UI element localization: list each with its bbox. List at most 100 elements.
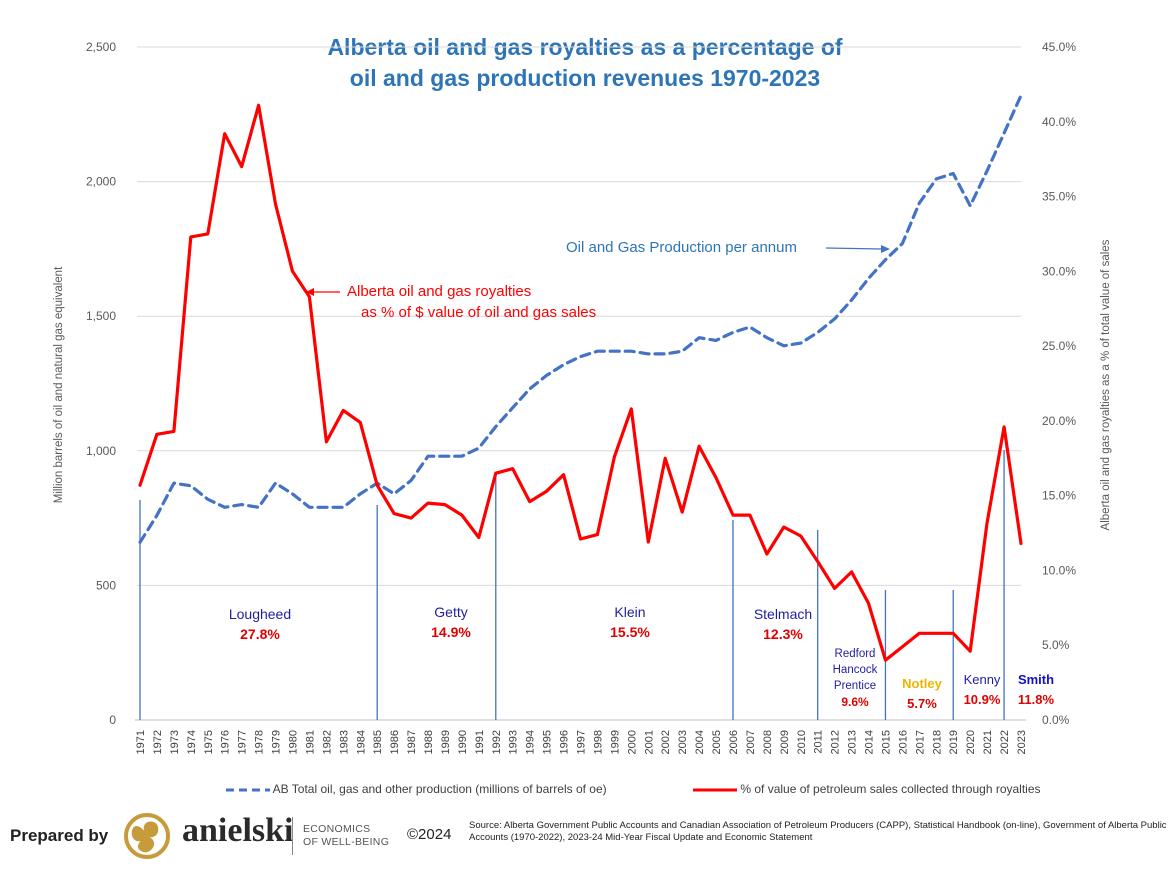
y-left-tick-label: 500 [96, 578, 116, 592]
x-tick-label: 1981 [304, 730, 316, 754]
y-left-tick-label: 2,000 [86, 175, 116, 189]
royalty-series-line [138, 103, 1023, 662]
x-tick-label: 1984 [355, 730, 367, 754]
legend-production: AB Total oil, gas and other production (… [226, 782, 607, 796]
x-tick-label: 1992 [491, 730, 503, 754]
x-tick-label: 1978 [254, 730, 266, 754]
x-tick-label: 2014 [864, 730, 876, 754]
prepared-by: Prepared by [10, 826, 109, 845]
production-annotation-label: Oil and Gas Production per annum [566, 239, 797, 256]
y-right-axis-label: Alberta oil and gas royalties as a % of … [1100, 239, 1112, 530]
x-tick-label: 1993 [508, 730, 520, 754]
y-left-axis-label: Million barrels of oil and natural gas e… [53, 266, 65, 503]
era-royalty-value: 9.6% [841, 695, 869, 709]
x-tick-label: 2022 [999, 730, 1011, 754]
brand-tagline: ECONOMICS OF WELL-BEING [303, 823, 389, 849]
x-tick-label: 1977 [237, 730, 249, 754]
x-tick-label: 1974 [186, 730, 198, 754]
legend-royalties: % of value of petroleum sales collected … [693, 782, 1041, 796]
x-tick-label: 2009 [779, 730, 791, 754]
production-annotation-arrow-line [825, 247, 883, 250]
source-note: Source: Alberta Government Public Accoun… [469, 820, 1167, 844]
x-tick-label: 1976 [220, 730, 232, 754]
x-tick-label: 2004 [694, 730, 706, 754]
x-tick-label: 1994 [525, 730, 537, 754]
x-tick-label: 1995 [542, 730, 554, 754]
x-tick-label: 1989 [440, 730, 452, 754]
x-tick-label: 2002 [660, 730, 672, 754]
x-tick-label: 1973 [169, 730, 181, 754]
x-tick-label: 1986 [389, 730, 401, 754]
x-tick-label: 2016 [897, 730, 909, 754]
x-tick-label: 2003 [677, 730, 689, 754]
x-tick-label: 1972 [152, 730, 164, 754]
x-tick-label: 2005 [711, 730, 723, 754]
era-royalty-value: 15.5% [610, 624, 650, 640]
x-tick-label: 1997 [576, 730, 588, 754]
era-name-label: Smith [1018, 672, 1054, 687]
era-name-label-line3: Prentice [834, 680, 876, 692]
era-royalty-value: 14.9% [431, 624, 471, 640]
x-tick-label: 2010 [796, 730, 808, 754]
y-right-tick-label: 15.0% [1042, 489, 1076, 503]
y-left-tick-label: 0 [109, 713, 116, 727]
x-tick-label: 2013 [847, 730, 859, 754]
x-tick-label: 1991 [474, 730, 486, 754]
y-left-tick-label: 1,000 [86, 444, 116, 458]
era-royalty-value: 12.3% [763, 626, 803, 642]
x-tick-label: 2017 [914, 730, 926, 754]
x-tick-label: 1975 [203, 730, 215, 754]
royalty-annotation-line2: as % of $ value of oil and gas sales [361, 304, 596, 321]
era-name-label: Stelmach [754, 606, 812, 622]
x-tick-label: 1998 [592, 730, 604, 754]
x-tick-label: 2011 [813, 730, 825, 754]
x-tick-label: 1988 [423, 730, 435, 754]
y-right-tick-label: 5.0% [1042, 638, 1070, 652]
x-tick-label: 1999 [609, 730, 621, 754]
x-tick-label: 2021 [982, 730, 994, 754]
chart-title-line2: oil and gas production revenues 1970-202… [349, 64, 821, 91]
x-tick-label: 1980 [287, 730, 299, 754]
production-annotation-arrowhead [881, 245, 890, 253]
y-right-tick-label: 40.0% [1042, 115, 1076, 129]
era-name-label: Klein [614, 604, 645, 620]
y-right-tick-label: 30.0% [1042, 264, 1076, 278]
era-name-label: Redford [835, 648, 876, 660]
legend-production-label: AB Total oil, gas and other production (… [272, 782, 607, 796]
y-left-tick-label: 1,500 [86, 309, 116, 323]
x-tick-label: 1987 [406, 730, 418, 754]
x-tick-label: 2023 [1016, 730, 1028, 754]
era-name-label: Getty [434, 604, 467, 620]
y-right-tick-label: 20.0% [1042, 414, 1076, 428]
x-tick-label: 2012 [830, 730, 842, 754]
legend-royalties-label: % of value of petroleum sales collected … [740, 782, 1041, 796]
era-royalty-value: 10.9% [964, 692, 1001, 707]
x-tick-label: 1982 [321, 730, 333, 754]
brand-name: anielski [182, 812, 294, 849]
x-tick-label: 1990 [457, 730, 469, 754]
y-right-tick-label: 10.0% [1042, 563, 1076, 577]
x-tick-label: 1983 [338, 730, 350, 754]
x-tick-label: 1996 [559, 730, 571, 754]
x-tick-label: 1971 [135, 730, 147, 754]
y-right-tick-label: 25.0% [1042, 339, 1076, 353]
x-tick-label: 2006 [728, 730, 740, 754]
x-tick-label: 2019 [948, 730, 960, 754]
x-tick-label: 2008 [762, 730, 774, 754]
era-name-label: Notley [902, 676, 943, 691]
era-name-label: Lougheed [229, 606, 291, 622]
royalty-annotation-arrowhead [306, 288, 314, 296]
legend-royalties-swatch [693, 788, 737, 792]
legend-production-swatch [226, 788, 270, 792]
brand-divider [292, 817, 293, 855]
brand-tagline-line2: OF WELL-BEING [303, 836, 390, 849]
y-left-tick-label: 2,500 [86, 40, 116, 54]
x-tick-label: 2007 [745, 730, 757, 754]
era-royalty-value: 5.7% [907, 696, 937, 711]
brand-tagline-line1: ECONOMICS [303, 823, 371, 835]
y-right-tick-label: 0.0% [1042, 713, 1070, 727]
x-tick-label: 2001 [643, 730, 655, 754]
royalty-annotation-line1: Alberta oil and gas royalties [347, 283, 531, 300]
x-tick-label: 1985 [372, 730, 384, 754]
